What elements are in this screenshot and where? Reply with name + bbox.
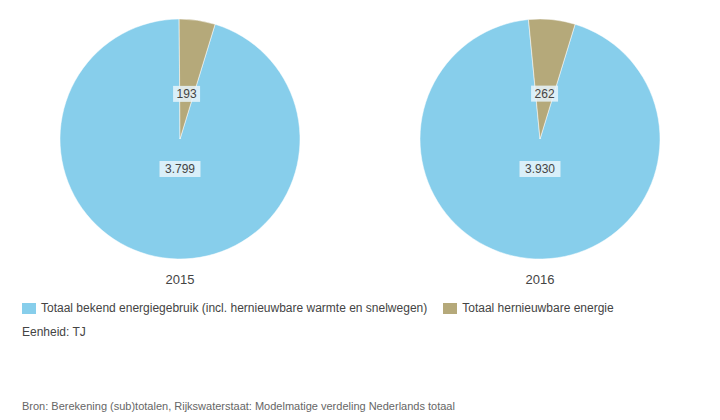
html-text:Totaal hernieuwbare energie: Totaal hernieuwbare energie	[462, 301, 614, 315]
html-text:2015: 2015	[165, 272, 195, 287]
svg-text:3.930: 3.930	[525, 162, 555, 176]
html-text:Totaal bekend energiegebruik (: Totaal bekend energiegebruik (incl. hern…	[41, 301, 428, 315]
html-text:Eenheid: TJ: Eenheid: TJ	[22, 325, 86, 339]
html-text:2016: 2016	[525, 272, 555, 287]
svg-text:3.799: 3.799	[165, 162, 195, 176]
html-text:Bron: Berekening (sub)totalen,: Bron: Berekening (sub)totalen, Rijkswate…	[22, 400, 455, 412]
svg-text:262: 262	[535, 87, 555, 101]
svg-text:193: 193	[177, 87, 197, 101]
